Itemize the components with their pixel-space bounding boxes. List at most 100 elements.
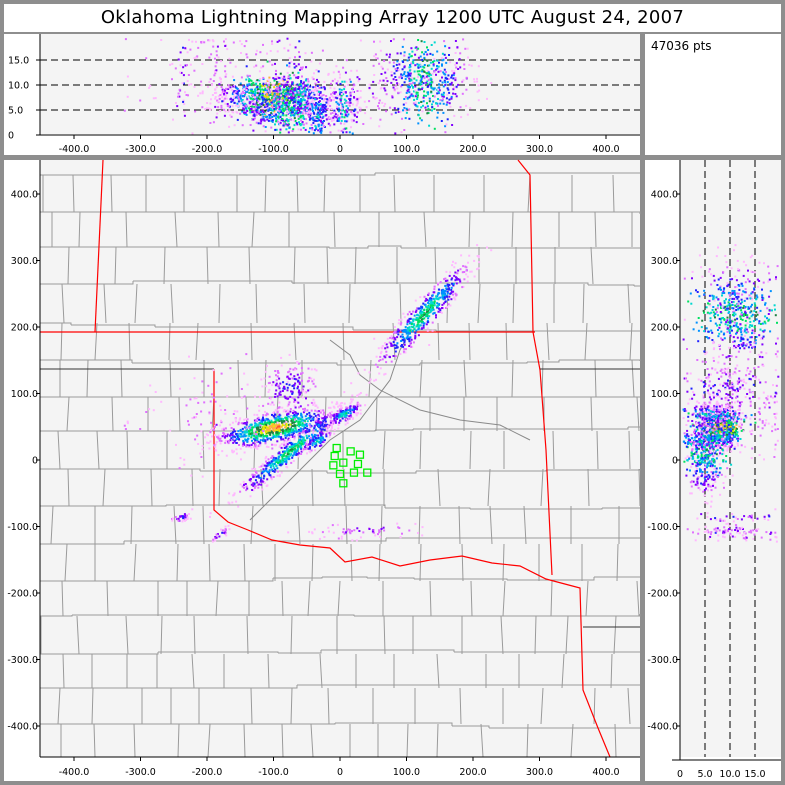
source-point-map — [250, 483, 253, 486]
source-point-altitude-x — [432, 64, 435, 67]
source-point-altitude-x — [401, 68, 404, 71]
source-point-altitude-y — [715, 457, 718, 460]
source-point-altitude-x — [403, 54, 406, 57]
source-point-altitude-y — [734, 433, 737, 436]
source-point-altitude-x — [252, 129, 255, 132]
source-point-altitude-y — [695, 450, 698, 453]
source-point-altitude-x — [385, 110, 388, 113]
source-point-map — [270, 419, 273, 422]
source-point-altitude-y — [697, 447, 700, 450]
source-point-altitude-y — [692, 424, 695, 427]
source-point-map — [281, 424, 284, 427]
source-point-altitude-x — [254, 110, 257, 113]
source-point-altitude-x — [230, 115, 233, 118]
source-point-map — [400, 344, 403, 346]
source-point-map — [290, 435, 292, 438]
source-point-altitude-x — [284, 106, 287, 109]
source-point-map — [313, 402, 316, 405]
source-point-map — [219, 442, 222, 445]
source-point-altitude-x — [385, 93, 388, 96]
source-point-altitude-y — [686, 429, 689, 432]
source-point-altitude-x — [431, 109, 433, 112]
source-point-altitude-y — [729, 318, 731, 321]
source-point-altitude-y — [742, 430, 745, 433]
source-point-map — [262, 437, 265, 440]
source-point-altitude-x — [270, 99, 273, 102]
source-point-altitude-x — [461, 92, 464, 95]
source-point-altitude-y — [700, 425, 703, 428]
source-point-altitude-x — [403, 107, 406, 109]
source-point-map — [243, 433, 246, 436]
source-point-altitude-x — [316, 92, 319, 95]
source-point-map — [477, 255, 480, 258]
source-point-altitude-y — [764, 302, 767, 305]
source-point-altitude-x — [239, 94, 242, 97]
source-point-altitude-x — [209, 102, 212, 105]
source-point-altitude-y — [695, 434, 698, 437]
source-point-altitude-x — [266, 60, 269, 63]
source-point-altitude-y — [727, 433, 730, 436]
source-point-map — [222, 432, 225, 434]
source-point-altitude-x — [421, 70, 424, 73]
source-point-altitude-x — [379, 79, 382, 82]
source-point-altitude-x — [413, 82, 416, 85]
source-point-altitude-x — [250, 107, 253, 110]
source-point-map — [254, 446, 257, 449]
source-point-map — [459, 280, 462, 283]
source-point-altitude-y — [762, 330, 765, 333]
source-point-map — [266, 421, 269, 424]
source-point-map — [300, 427, 302, 430]
source-point-altitude-x — [407, 74, 409, 77]
source-point-altitude-y — [731, 434, 734, 437]
source-point-altitude-y — [731, 297, 734, 300]
source-point-map — [245, 434, 248, 437]
county-lines — [40, 172, 641, 758]
source-point-map — [459, 268, 462, 271]
source-point-map — [303, 425, 306, 427]
source-point-altitude-x — [443, 40, 446, 43]
source-point-map — [390, 344, 393, 347]
source-point-map — [281, 421, 284, 424]
source-point-altitude-x — [392, 65, 395, 68]
source-point-map — [420, 307, 423, 310]
source-point-altitude-y — [726, 437, 729, 440]
source-point-altitude-x — [426, 80, 429, 83]
source-point-altitude-x — [299, 83, 302, 86]
source-point-altitude-y — [692, 480, 695, 483]
source-point-altitude-x — [408, 82, 411, 85]
source-point-altitude-y — [726, 282, 729, 285]
source-point-altitude-y — [758, 322, 761, 325]
source-point-altitude-x — [222, 98, 225, 101]
source-point-altitude-x — [426, 105, 429, 108]
source-point-altitude-y — [695, 430, 698, 433]
source-point-altitude-x — [306, 100, 309, 103]
source-point-altitude-x — [426, 74, 429, 77]
source-point-altitude-x — [410, 47, 413, 50]
source-point-altitude-x — [446, 87, 449, 90]
source-point-altitude-x — [263, 106, 266, 108]
source-point-altitude-x — [263, 95, 266, 98]
source-point-altitude-y — [738, 288, 741, 291]
source-point-altitude-y — [725, 261, 728, 264]
source-point-altitude-y — [728, 425, 731, 428]
source-point-map — [264, 442, 267, 445]
source-point-map — [248, 478, 251, 481]
source-point-altitude-y — [750, 336, 753, 339]
source-point-map — [269, 421, 272, 424]
source-point-altitude-x — [417, 73, 420, 76]
source-point-altitude-x — [305, 78, 308, 81]
source-point-altitude-x — [323, 87, 326, 90]
source-point-altitude-x — [423, 58, 426, 61]
source-point-altitude-x — [433, 95, 436, 98]
source-point-altitude-x — [284, 104, 287, 107]
source-point-map — [316, 410, 319, 413]
source-point-altitude-y — [689, 492, 692, 495]
source-point-altitude-x — [442, 58, 445, 61]
source-point-altitude-y — [753, 310, 756, 313]
source-point-altitude-x — [282, 79, 285, 82]
source-point-altitude-y — [715, 467, 718, 470]
source-point-altitude-x — [323, 104, 326, 106]
source-point-altitude-y — [712, 460, 715, 462]
source-point-altitude-y — [689, 292, 692, 295]
source-point-altitude-y — [709, 407, 712, 409]
